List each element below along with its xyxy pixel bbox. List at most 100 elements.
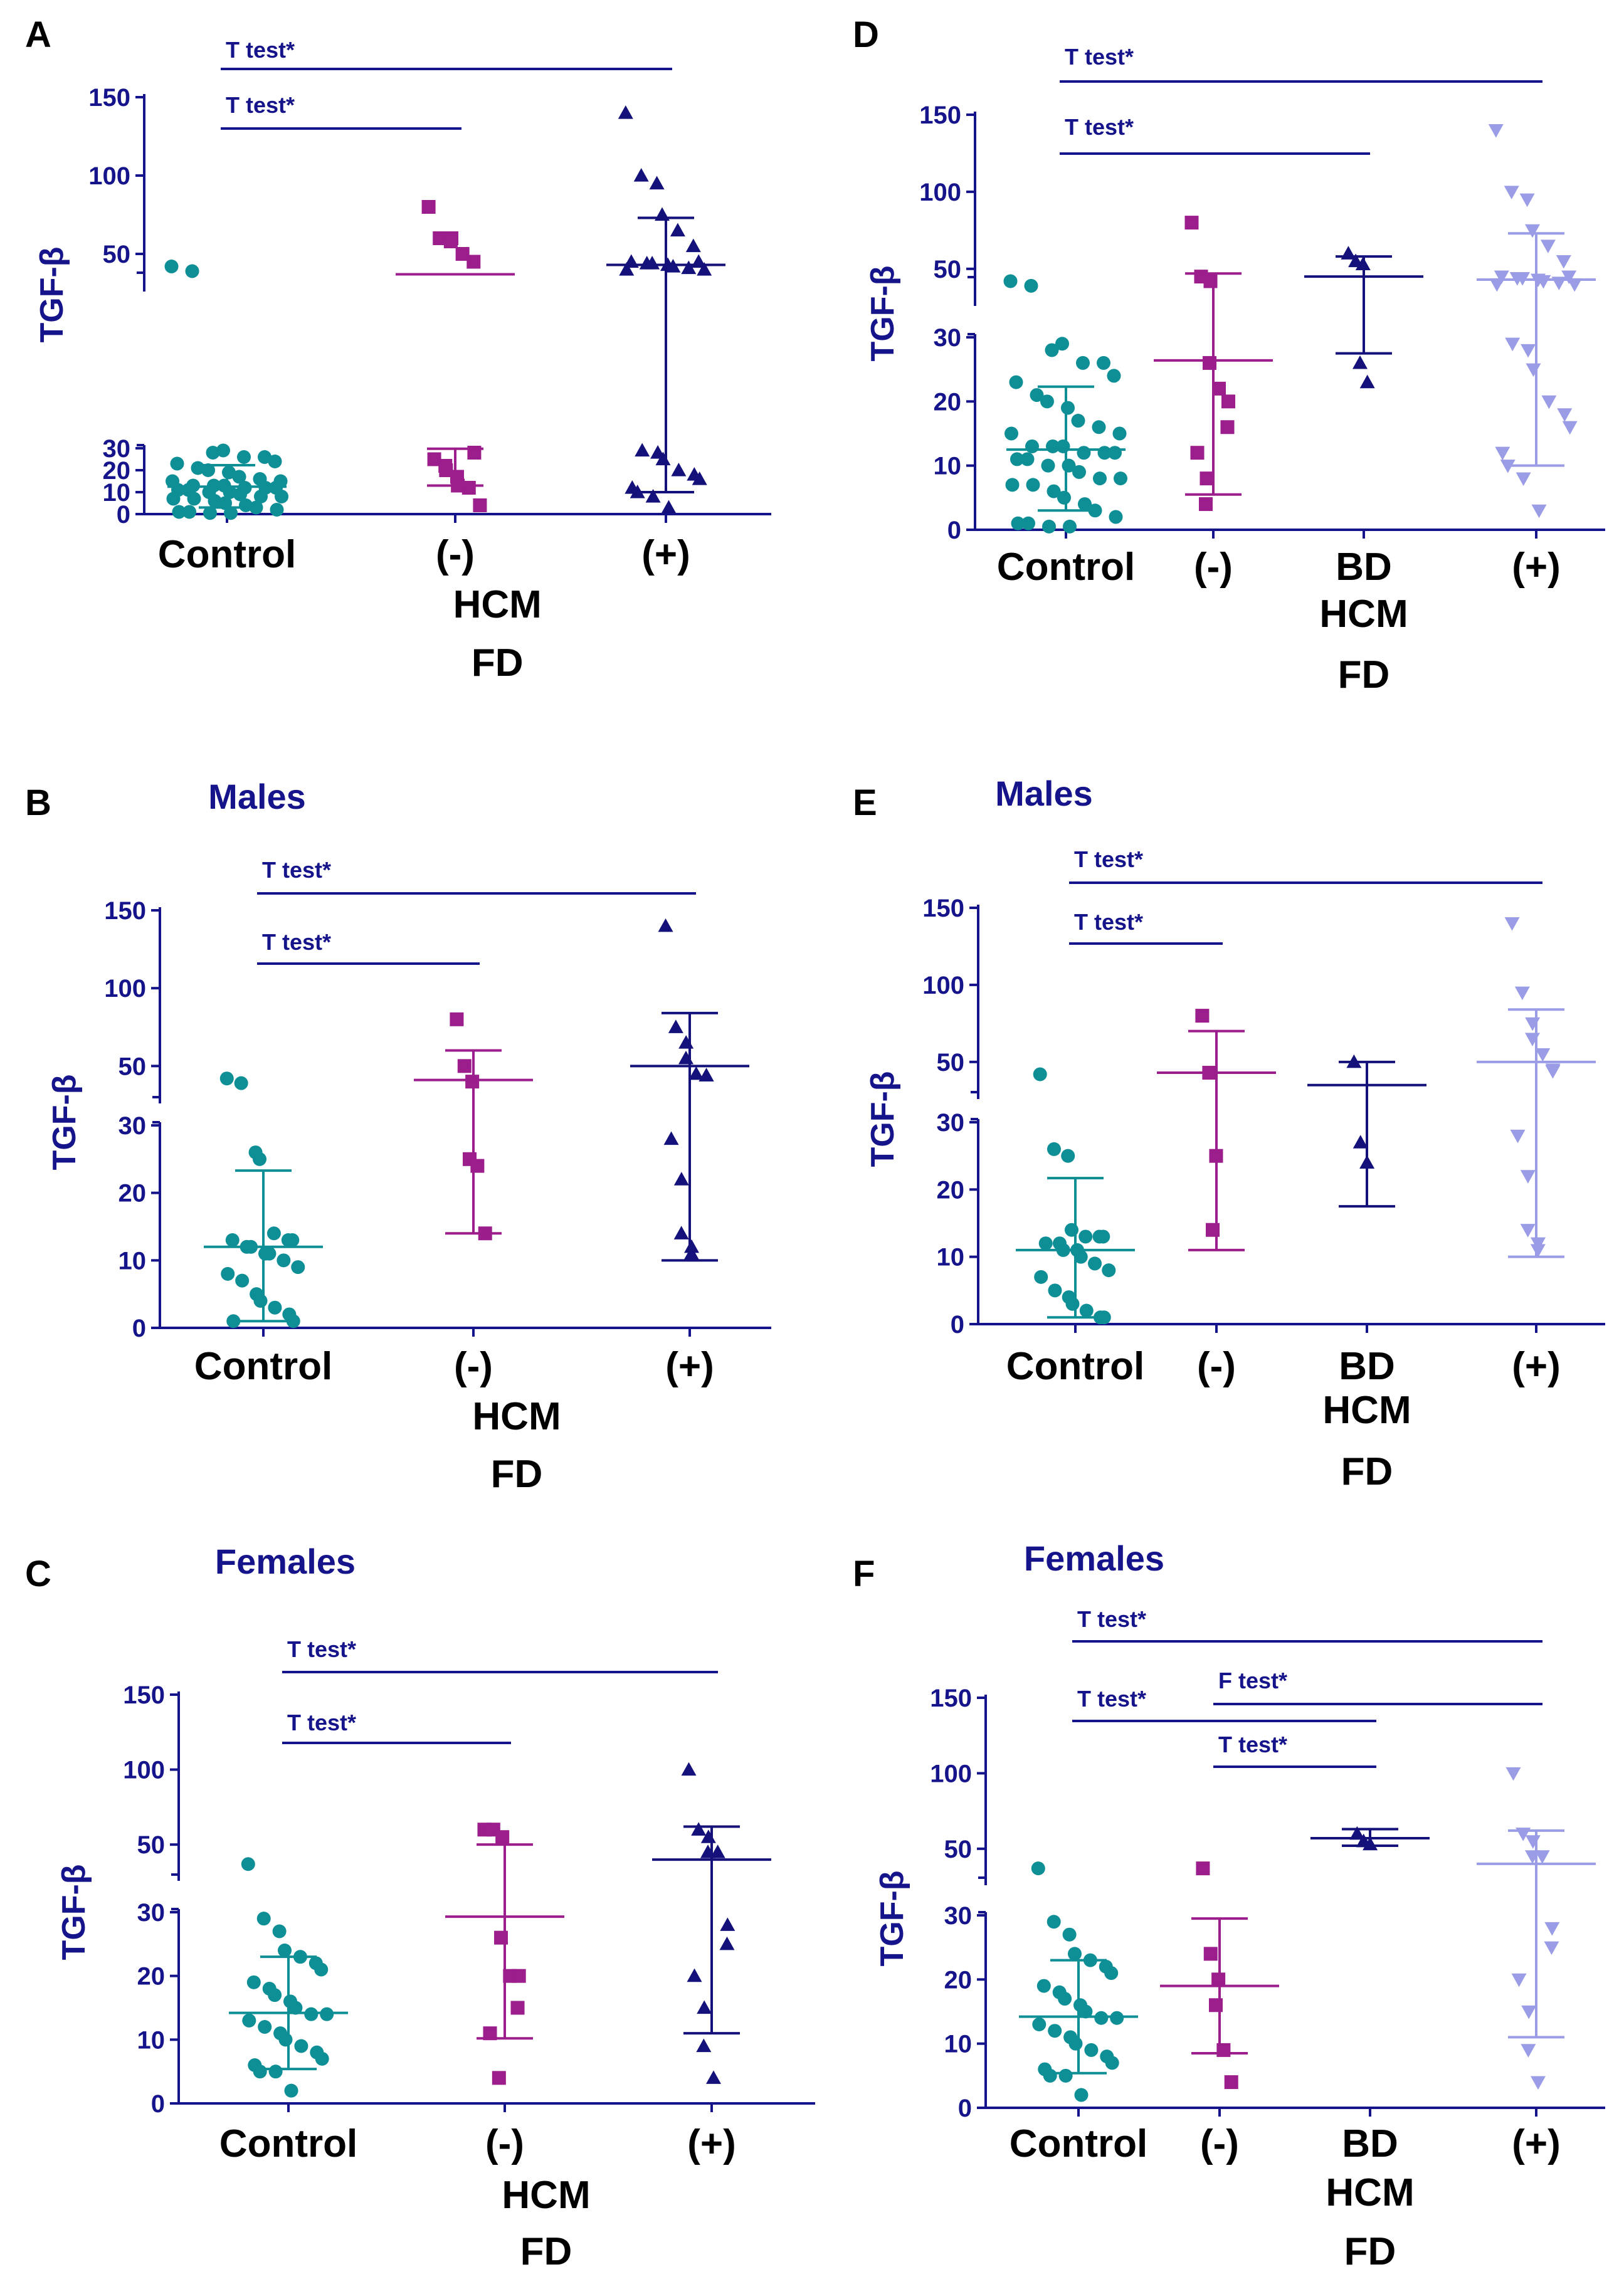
data-point bbox=[720, 1917, 736, 1931]
data-point bbox=[1003, 274, 1018, 288]
data-point bbox=[661, 500, 677, 514]
y-tick-label: 20 bbox=[119, 1180, 147, 1208]
y-tick-label: 20 bbox=[937, 1176, 965, 1204]
data-point bbox=[1057, 490, 1071, 505]
data-point bbox=[433, 231, 447, 245]
data-point bbox=[1088, 503, 1102, 518]
data-point bbox=[685, 238, 701, 253]
data-point bbox=[719, 1936, 735, 1950]
panel-title: Males bbox=[995, 774, 1093, 813]
data-point bbox=[288, 2001, 303, 2015]
data-point bbox=[235, 1273, 250, 1288]
data-point bbox=[315, 2051, 329, 2066]
data-point bbox=[256, 1912, 271, 1926]
data-point bbox=[1530, 1244, 1546, 1258]
data-point bbox=[445, 231, 458, 245]
y-axis-label: TGF-β bbox=[874, 1870, 910, 1966]
data-point bbox=[1544, 1941, 1559, 1955]
data-point bbox=[1048, 1283, 1062, 1298]
y-tick-label: 150 bbox=[104, 897, 146, 925]
data-point bbox=[1063, 519, 1077, 534]
data-point bbox=[645, 489, 661, 503]
data-point bbox=[619, 262, 635, 276]
group-label: FD bbox=[1341, 1450, 1393, 1493]
data-point bbox=[320, 2007, 334, 2021]
significance-label: T test* bbox=[1074, 846, 1143, 872]
data-point bbox=[225, 1233, 240, 1248]
data-point bbox=[1221, 394, 1235, 409]
panel-b: B Males TGF-β 0 10 20 30 50 100 150 Control (-) (+) H… bbox=[25, 777, 771, 1496]
data-point bbox=[1535, 1048, 1551, 1062]
panel-e: E Males TGF-β 0 10 20 30 50 100 150 Control (-) BD (+… bbox=[853, 774, 1605, 1493]
data-point bbox=[1220, 420, 1235, 434]
y-tick-label: 150 bbox=[88, 84, 130, 112]
data-point bbox=[203, 506, 217, 520]
y-tick-label: 20 bbox=[137, 1963, 166, 1991]
data-point bbox=[170, 456, 184, 471]
y-tick-label: 50 bbox=[934, 256, 962, 283]
data-point bbox=[1047, 484, 1061, 498]
y-tick-label: 10 bbox=[103, 479, 131, 507]
data-point bbox=[1062, 1927, 1077, 1942]
data-point bbox=[673, 1172, 689, 1186]
data-point bbox=[1004, 426, 1018, 441]
data-point bbox=[1010, 452, 1024, 466]
data-point bbox=[1557, 408, 1573, 422]
data-point bbox=[1112, 426, 1127, 441]
y-axis-label: TGF-β bbox=[865, 1071, 901, 1167]
y-tick-label: 30 bbox=[103, 435, 131, 463]
data-point bbox=[268, 2065, 283, 2079]
data-point bbox=[1104, 1966, 1119, 1981]
data-point bbox=[216, 443, 230, 458]
data-point bbox=[201, 463, 215, 477]
x-tick-label: Control bbox=[219, 2122, 357, 2165]
data-point bbox=[1097, 355, 1110, 370]
data-point bbox=[1541, 395, 1557, 409]
group-label: FD bbox=[1338, 653, 1390, 697]
data-point bbox=[1504, 917, 1520, 931]
y-tick-label: 10 bbox=[137, 2026, 166, 2054]
data-point bbox=[683, 1246, 699, 1260]
data-point bbox=[618, 105, 633, 119]
data-point bbox=[164, 260, 179, 273]
data-point bbox=[284, 2083, 298, 2098]
y-tick-label: 30 bbox=[937, 1109, 965, 1137]
data-point bbox=[1516, 472, 1531, 487]
data-point bbox=[233, 487, 247, 502]
x-tick-label: BD bbox=[1339, 1345, 1395, 1388]
data-point bbox=[1359, 374, 1375, 389]
y-axis-label: TGF-β bbox=[865, 265, 901, 361]
y-tick-label: 50 bbox=[137, 1831, 166, 1859]
data-point bbox=[1038, 1236, 1053, 1251]
panel-letter: C bbox=[25, 1554, 51, 1594]
panel-title: Females bbox=[215, 1542, 356, 1581]
data-point bbox=[697, 2000, 712, 2014]
data-point bbox=[1092, 420, 1106, 434]
data-point bbox=[242, 2013, 256, 2028]
y-tick-label: 20 bbox=[934, 388, 962, 416]
data-point bbox=[492, 2071, 506, 2085]
data-point bbox=[687, 1968, 702, 1982]
data-point bbox=[421, 200, 436, 214]
data-point bbox=[1078, 2004, 1093, 2019]
x-tick-label: BD bbox=[1336, 545, 1392, 589]
panel-letter: B bbox=[25, 782, 51, 823]
data-point bbox=[1514, 986, 1530, 1001]
panel-c: C Females TGF-β 0 10 20 30 50 100 150 Control (-) (+… bbox=[25, 1542, 815, 2273]
panel-d: D TGF-β 0 10 20 30 50 100 150 Control (-) BD (+) HCM F… bbox=[853, 14, 1605, 697]
significance-label: T test* bbox=[262, 857, 331, 883]
data-point bbox=[253, 1293, 268, 1308]
x-tick-label: (+) bbox=[641, 533, 690, 576]
data-point bbox=[512, 1969, 526, 1983]
data-point bbox=[1495, 446, 1511, 461]
data-point bbox=[1056, 439, 1070, 453]
data-point bbox=[275, 490, 288, 503]
data-point bbox=[1040, 394, 1054, 409]
data-point bbox=[277, 1253, 291, 1268]
x-tick-label: (+) bbox=[687, 2122, 736, 2165]
group-label: HCM bbox=[502, 2174, 590, 2217]
x-tick-label: Control bbox=[1006, 1345, 1144, 1388]
data-point bbox=[1511, 1973, 1527, 1987]
y-tick-label: 30 bbox=[944, 1902, 973, 1930]
data-point bbox=[166, 492, 181, 506]
